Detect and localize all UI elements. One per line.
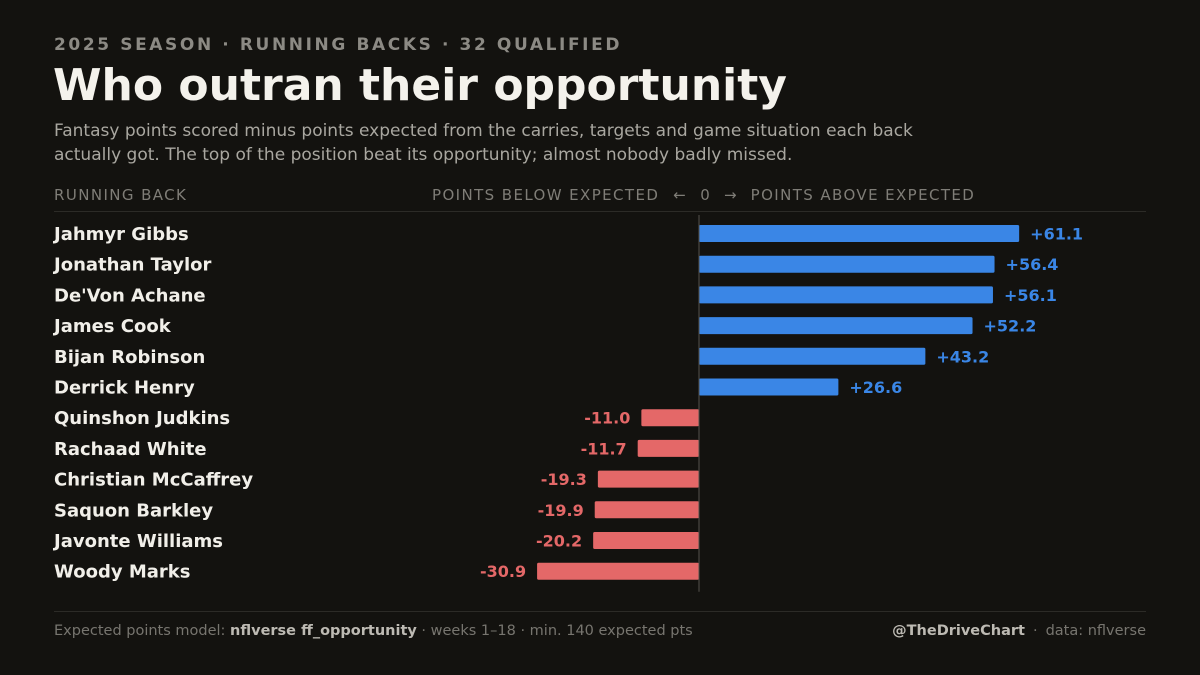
axis-direction-marker: ← 0 →: [673, 186, 736, 204]
footer-handle: @TheDriveChart: [892, 623, 1025, 639]
running-back-name: Rachaad White: [54, 439, 207, 460]
header-divider: [54, 211, 1146, 212]
value-label: -19.3: [541, 470, 587, 489]
value-label: +61.1: [1030, 225, 1083, 244]
value-label: +43.2: [936, 347, 989, 366]
running-back-name: De'Von Achane: [54, 285, 206, 306]
value-label: -20.2: [536, 532, 582, 551]
column-header-running-back: RUNNING BACK: [54, 186, 188, 204]
bar-negative: [594, 501, 699, 519]
value-label: -11.7: [581, 439, 627, 458]
footer-divider: [54, 611, 1146, 612]
footer-credits: @TheDriveChart · data: nflverse: [892, 623, 1146, 639]
bar-positive: [699, 255, 995, 273]
bar-negative: [593, 532, 699, 549]
running-back-name: James Cook: [52, 316, 172, 337]
bar-positive: [699, 317, 973, 335]
value-label: +52.2: [984, 317, 1037, 336]
footer-model-prefix: Expected points model:: [54, 623, 231, 639]
bar-negative: [641, 409, 699, 427]
chart-kicker: 2025 SEASON · RUNNING BACKS · 32 QUALIFI…: [54, 35, 623, 55]
axis-direction-header: POINTS BELOW EXPECTED ← 0 → POINTS ABOVE E…: [432, 186, 975, 204]
bar-positive: [699, 347, 926, 365]
running-back-name: Saquon Barkley: [54, 500, 213, 521]
axis-below-label: POINTS BELOW EXPECTED: [432, 186, 660, 204]
arrow-left-icon: ←: [673, 186, 686, 204]
running-back-name: Jonathan Taylor: [52, 255, 211, 276]
bar-negative: [597, 470, 699, 488]
axis-zero-label: 0: [700, 186, 710, 204]
value-label: +26.6: [849, 378, 902, 397]
chart-title: Who outran their opportunity: [53, 60, 787, 111]
footer-model-suffix: · weeks 1–18 · min. 140 expected pts: [416, 623, 693, 639]
bar-chart: Jahmyr Gibbs +61.1 Jonathan Taylor +56.4 De'…: [52, 215, 1083, 592]
running-back-name: Javonte Williams: [52, 531, 223, 552]
footer-source: data: nflverse: [1045, 623, 1146, 639]
axis-above-label: POINTS ABOVE EXPECTED: [750, 186, 976, 204]
footer-model-name: nflverse ff_opportunity: [230, 623, 417, 639]
value-label: -30.9: [480, 562, 526, 581]
bar-positive: [699, 225, 1020, 242]
running-back-name: Woody Marks: [54, 562, 190, 583]
value-label: -19.9: [538, 501, 584, 520]
running-back-name: Derrick Henry: [54, 378, 195, 399]
bar-positive: [699, 378, 839, 396]
value-label: +56.4: [1006, 255, 1059, 274]
arrow-right-icon: →: [724, 186, 737, 204]
bar-negative: [537, 562, 699, 580]
running-back-name: Quinshon Judkins: [54, 408, 230, 429]
footer-separator: ·: [1032, 623, 1038, 639]
bar-negative: [637, 439, 699, 457]
running-back-name: Jahmyr Gibbs: [52, 224, 189, 245]
value-label: -11.0: [584, 409, 630, 428]
running-back-name: Bijan Robinson: [54, 347, 205, 368]
bar-positive: [699, 286, 993, 304]
footer-model-note: Expected points model: nflverse ff_oppor…: [54, 623, 693, 639]
running-back-name: Christian McCaffrey: [54, 470, 253, 491]
value-label: +56.1: [1004, 286, 1057, 305]
chart-subtitle: Fantasy points scored minus points expec…: [54, 121, 913, 165]
